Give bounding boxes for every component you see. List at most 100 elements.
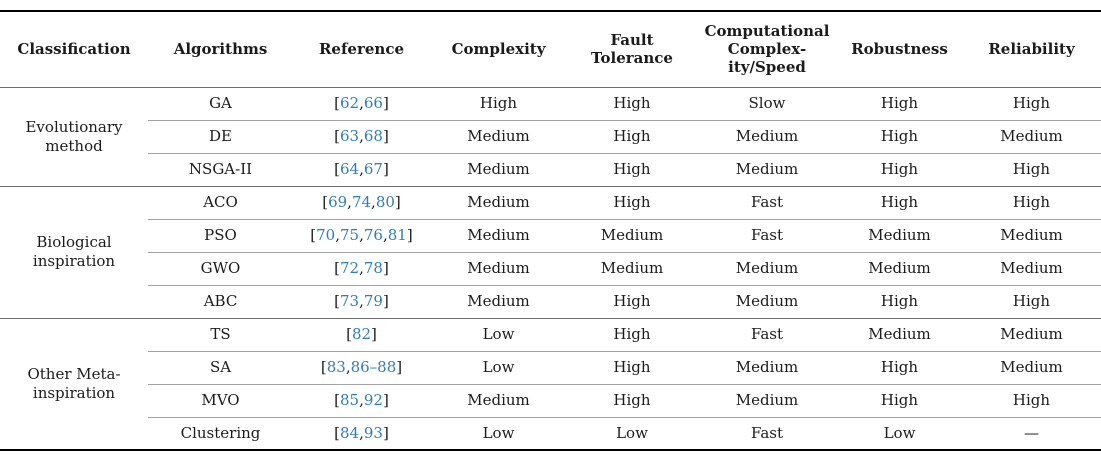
column-header-label: Robustness xyxy=(851,40,948,59)
algorithm-comparison-table: Classification Algorithms Reference Comp… xyxy=(0,10,1101,451)
reference-cell: [64,67] xyxy=(293,153,430,187)
column-header-classification: Classification xyxy=(0,11,148,88)
classification-cell: Other Meta- inspiration xyxy=(27,365,121,402)
complexity-cell: Medium xyxy=(430,384,567,418)
complexity-cell: Medium xyxy=(430,219,567,253)
fault-tolerance-cell: High xyxy=(567,87,697,121)
computational-speed-cell: Medium xyxy=(697,252,837,286)
algorithm-cell: TS xyxy=(148,318,293,352)
reliability-cell: High xyxy=(962,285,1101,319)
citation-punct: ] xyxy=(371,324,377,343)
citation-link[interactable]: 74 xyxy=(351,192,372,211)
citation-link[interactable]: 79 xyxy=(363,291,383,310)
citation-punct: , xyxy=(359,225,364,244)
fault-tolerance-cell: Medium xyxy=(567,219,697,253)
header-row: Classification Algorithms Reference Comp… xyxy=(0,11,1101,88)
reliability-cell: — xyxy=(1024,423,1039,442)
table-row: MVO [85,92] Medium High Medium High High xyxy=(0,384,1101,418)
robustness-cell: High xyxy=(837,186,962,220)
citation-link[interactable]: 75 xyxy=(340,225,360,244)
reference-cell: [70,75,76,81] xyxy=(293,219,430,253)
citation-punct: , xyxy=(345,357,351,376)
computational-speed-cell: Medium xyxy=(697,384,837,418)
citation-link[interactable]: 81 xyxy=(387,225,407,244)
fault-tolerance-cell: High xyxy=(567,153,697,187)
computational-speed-cell: Fast xyxy=(697,219,837,253)
citation-link[interactable]: 63 xyxy=(340,126,360,145)
complexity-cell: Medium xyxy=(430,252,567,286)
citation-link[interactable]: 84 xyxy=(340,423,360,442)
citation-link[interactable]: 69 xyxy=(328,192,348,211)
column-header-robustness: Robustness xyxy=(837,11,962,88)
citation-punct: , xyxy=(359,126,364,145)
citation-punct: , xyxy=(359,258,364,277)
fault-tolerance-cell: High xyxy=(567,351,697,385)
table-row: SA [83,86–88] Low High Medium High Medium xyxy=(0,351,1101,385)
citation-link[interactable]: 72 xyxy=(340,258,360,277)
citation-punct: ] xyxy=(382,390,389,409)
column-header-reference: Reference xyxy=(293,11,430,88)
fault-tolerance-cell: High xyxy=(567,285,697,319)
citation-punct: [ xyxy=(320,357,327,376)
citation-link[interactable]: 92 xyxy=(363,390,383,409)
citation-punct: ] xyxy=(394,192,401,211)
table-row: Biological inspiration ACO [69,74,80] Mediu… xyxy=(0,186,1101,319)
computational-speed-cell: Medium xyxy=(697,153,837,187)
algorithm-comparison-table-wrap: Classification Algorithms Reference Comp… xyxy=(0,10,1101,451)
citation-link[interactable]: 62 xyxy=(340,93,360,112)
table-row: GWO [72,78] Medium Medium Medium Medium Medium xyxy=(0,252,1101,286)
robustness-cell: Medium xyxy=(837,318,962,352)
citation-punct: ] xyxy=(382,423,389,442)
citation-punct: [ xyxy=(334,126,341,145)
table-row: NSGA-II [64,67] Medium High Medium High High xyxy=(0,153,1101,187)
column-header-label: Reference xyxy=(318,40,405,59)
fault-tolerance-cell: High xyxy=(567,120,697,154)
citation-punct: ] xyxy=(382,291,389,310)
citation-link[interactable]: 93 xyxy=(363,423,383,442)
citation-link[interactable]: 68 xyxy=(363,126,383,145)
citation-punct: ] xyxy=(396,357,403,376)
classification-cell: Evolutionary method xyxy=(0,87,148,187)
citation-punct: ] xyxy=(382,159,389,178)
algorithm-cell: GWO xyxy=(148,252,293,286)
citation-punct: [ xyxy=(346,324,352,343)
citation-link[interactable]: 78 xyxy=(363,258,383,277)
citation-link[interactable]: 70 xyxy=(316,225,336,244)
citation-punct: , xyxy=(359,291,364,310)
citation-link[interactable]: 83 xyxy=(326,357,346,376)
citation-link[interactable]: 64 xyxy=(340,159,360,178)
citation-link[interactable]: 85 xyxy=(340,390,360,409)
reliability-cell: Medium xyxy=(962,219,1101,253)
computational-speed-cell: Fast xyxy=(750,423,784,442)
citation-link[interactable]: 82 xyxy=(351,324,372,343)
table-row: ABC [73,79] Medium High Medium High High xyxy=(0,285,1101,319)
column-header-label: Complexity xyxy=(451,40,546,59)
citation-link[interactable]: 66 xyxy=(363,93,383,112)
citation-punct: [ xyxy=(310,225,317,244)
fault-tolerance-cell: High xyxy=(567,186,697,220)
citation-punct: , xyxy=(347,192,352,211)
algorithm-cell: MVO xyxy=(148,384,293,418)
citation-link[interactable]: 80 xyxy=(375,192,395,211)
reliability-cell: High xyxy=(962,153,1101,187)
citation-link[interactable]: 86–88 xyxy=(350,357,397,376)
citation-punct: , xyxy=(371,192,376,211)
reference-cell: [82] xyxy=(293,318,430,352)
robustness-cell: Medium xyxy=(837,252,962,286)
citation-punct: , xyxy=(359,93,364,112)
table-row: Evolutionary method GA [62,66] High High Slow… xyxy=(0,87,1101,187)
reference-cell: [72,78] xyxy=(293,252,430,286)
reference-cell: [69,74,80] xyxy=(293,186,430,220)
column-header-label: Algorithms xyxy=(173,40,268,59)
citation-punct: [ xyxy=(334,258,341,277)
robustness-cell: High xyxy=(837,120,962,154)
algorithm-cell: ABC xyxy=(148,285,293,319)
table-row: Clustering [84,93] Low Low Fast Low — xyxy=(0,417,1101,450)
reference-cell: [73,79] xyxy=(293,285,430,319)
citation-link[interactable]: 76 xyxy=(363,225,383,244)
citation-link[interactable]: 73 xyxy=(340,291,360,310)
algorithm-cell: SA xyxy=(148,351,293,385)
computational-speed-cell: Medium xyxy=(697,285,837,319)
algorithm-cell: NSGA-II xyxy=(148,153,293,187)
citation-link[interactable]: 67 xyxy=(363,159,383,178)
